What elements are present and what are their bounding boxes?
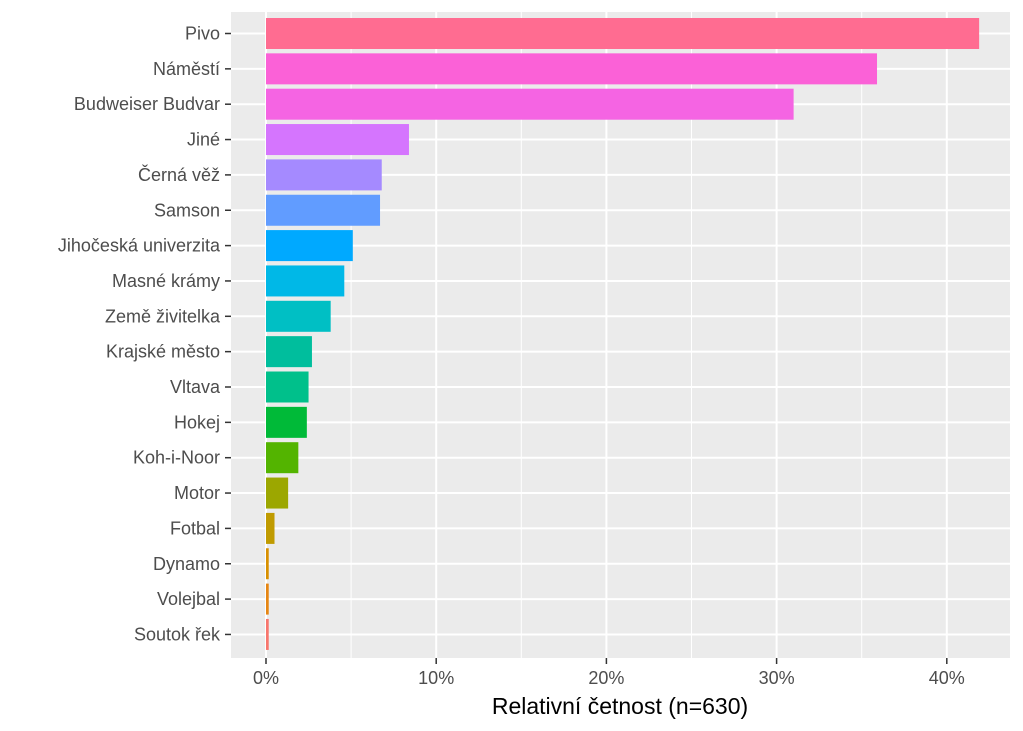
category-label: Motor [174,483,220,503]
x-tick-label: 10% [418,668,454,688]
category-label: Hokej [174,412,220,432]
bar-2 [266,53,878,85]
bar-13 [266,442,299,474]
category-label: Jihočeská univerzita [58,236,221,256]
bar-9 [266,300,331,332]
category-label: Krajské město [106,342,220,362]
category-label: Země živitelka [105,306,221,326]
category-label: Dynamo [153,554,220,574]
bar-16 [266,548,269,580]
category-label: Vltava [170,377,221,397]
bar-18 [266,618,269,650]
bars [266,18,980,650]
bar-3 [266,88,794,120]
y-axis: Pivo Náměstí Budweiser Budvar Jiné Černá věž… [58,24,231,644]
bar-14 [266,477,289,509]
category-label: Fotbal [170,518,220,538]
category-label: Pivo [185,24,220,44]
category-label: Volejbal [157,589,220,609]
bar-15 [266,512,275,544]
category-label: Jiné [187,130,220,150]
x-tick-label: 20% [588,668,624,688]
category-label: Budweiser Budvar [74,94,220,114]
category-label: Soutok řek [134,624,221,644]
bar-17 [266,583,269,615]
category-label: Samson [154,200,220,220]
bar-11 [266,371,309,403]
bar-10 [266,336,312,368]
x-axis: 0% 10% 20% 30% 40% [253,658,965,688]
category-label: Černá věž [138,164,220,185]
x-tick-label: 30% [759,668,795,688]
bar-6 [266,194,381,226]
bar-12 [266,406,307,438]
bar-1 [266,18,980,49]
category-label: Koh-i-Noor [133,448,220,468]
category-label: Masné krámy [112,271,220,291]
bar-5 [266,159,382,191]
bar-4 [266,124,409,156]
x-tick-label: 40% [929,668,965,688]
x-tick-label: 0% [253,668,279,688]
bar-7 [266,230,353,262]
x-axis-title: Relativní četnost (n=630) [492,693,748,719]
bar-8 [266,265,345,297]
category-label: Náměstí [153,59,220,79]
